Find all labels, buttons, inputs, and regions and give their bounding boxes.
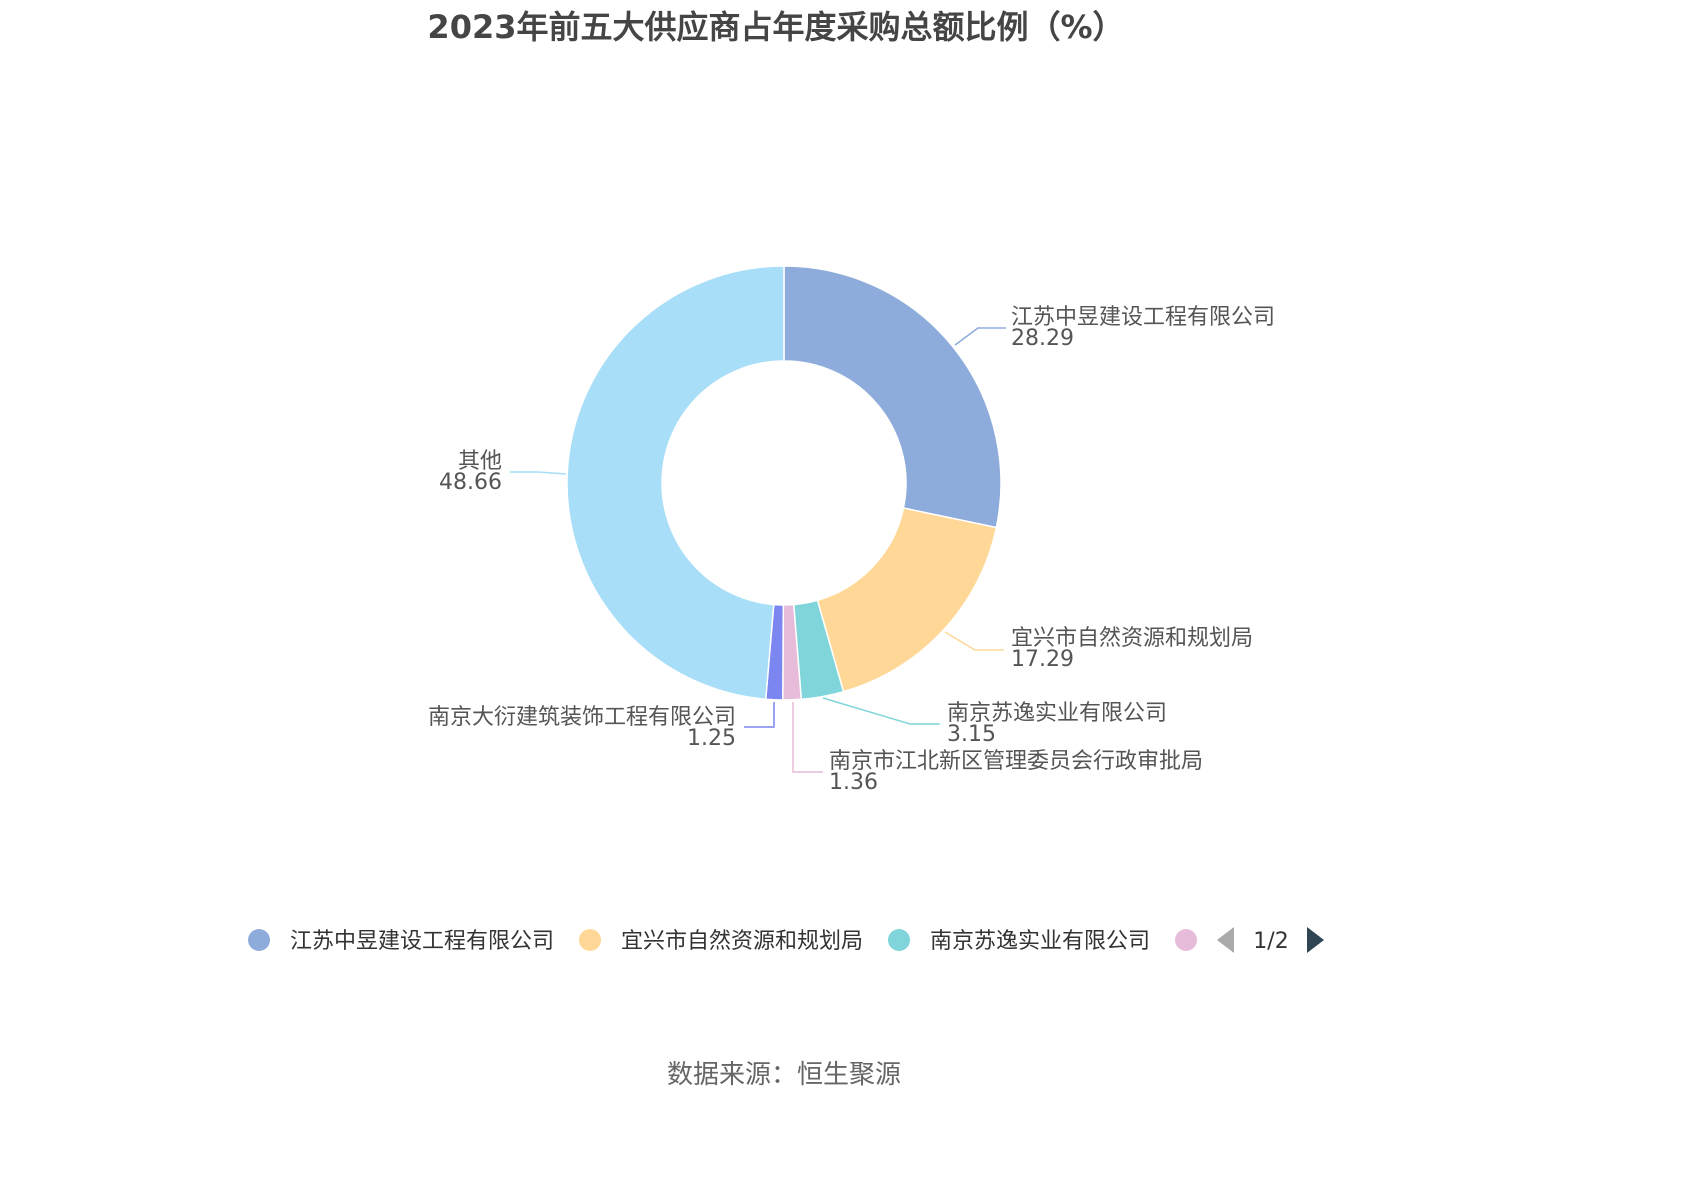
legend-page-indicator: 1/2 bbox=[1253, 929, 1288, 954]
slice-value-label-4: 1.25 bbox=[687, 726, 736, 751]
slice-leader-line-4 bbox=[744, 702, 775, 728]
slice-name-label-5: 其他 bbox=[458, 449, 502, 474]
slice-leader-line-3 bbox=[792, 702, 823, 773]
slice-leader-line-2 bbox=[822, 697, 940, 725]
slice-value-label-0: 28.29 bbox=[1011, 326, 1074, 351]
slice-0[interactable] bbox=[783, 265, 1002, 529]
donut-slices bbox=[566, 265, 1002, 701]
slice-value-label-2: 3.15 bbox=[947, 722, 996, 747]
slice-value-label-1: 17.29 bbox=[1011, 647, 1074, 672]
source-note: 数据来源：恒生聚源 bbox=[666, 1060, 901, 1090]
slice-name-label-1: 宜兴市自然资源和规划局 bbox=[1011, 626, 1253, 651]
slice-1[interactable] bbox=[816, 507, 998, 693]
legend-marker-2[interactable] bbox=[888, 929, 910, 951]
legend-next-page-arrow-icon[interactable] bbox=[1307, 927, 1324, 953]
slice-name-label-4: 南京大衍建筑装饰工程有限公司 bbox=[428, 705, 736, 730]
legend-label-0[interactable]: 江苏中昱建设工程有限公司 bbox=[290, 929, 554, 954]
slice-leader-line-0 bbox=[954, 327, 1006, 346]
legend-marker-1[interactable] bbox=[579, 929, 601, 951]
chart-title: 2023年前五大供应商占年度采购总额比例（%） bbox=[427, 8, 1125, 46]
slice-leader-line-5 bbox=[510, 471, 567, 475]
legend-prev-page-arrow-icon[interactable] bbox=[1217, 927, 1234, 953]
slice-leader-line-1 bbox=[944, 631, 1004, 651]
slice-5[interactable] bbox=[566, 265, 785, 701]
slice-value-label-5: 48.66 bbox=[439, 470, 502, 495]
slice-name-label-2: 南京苏逸实业有限公司 bbox=[947, 701, 1167, 726]
donut-chart: 江苏中昱建设工程有限公司28.29宜兴市自然资源和规划局17.29南京苏逸实业有… bbox=[248, 265, 1324, 954]
legend: 江苏中昱建设工程有限公司 宜兴市自然资源和规划局 南京苏逸实业有限公司 1/2 bbox=[248, 927, 1324, 954]
legend-label-1[interactable]: 宜兴市自然资源和规划局 bbox=[621, 929, 863, 954]
slice-value-label-3: 1.36 bbox=[829, 770, 878, 795]
legend-marker-3[interactable] bbox=[1175, 929, 1197, 951]
legend-marker-0[interactable] bbox=[248, 929, 270, 951]
slice-name-label-3: 南京市江北新区管理委员会行政审批局 bbox=[829, 749, 1203, 774]
slice-name-label-0: 江苏中昱建设工程有限公司 bbox=[1011, 305, 1275, 330]
legend-label-2[interactable]: 南京苏逸实业有限公司 bbox=[930, 929, 1150, 954]
